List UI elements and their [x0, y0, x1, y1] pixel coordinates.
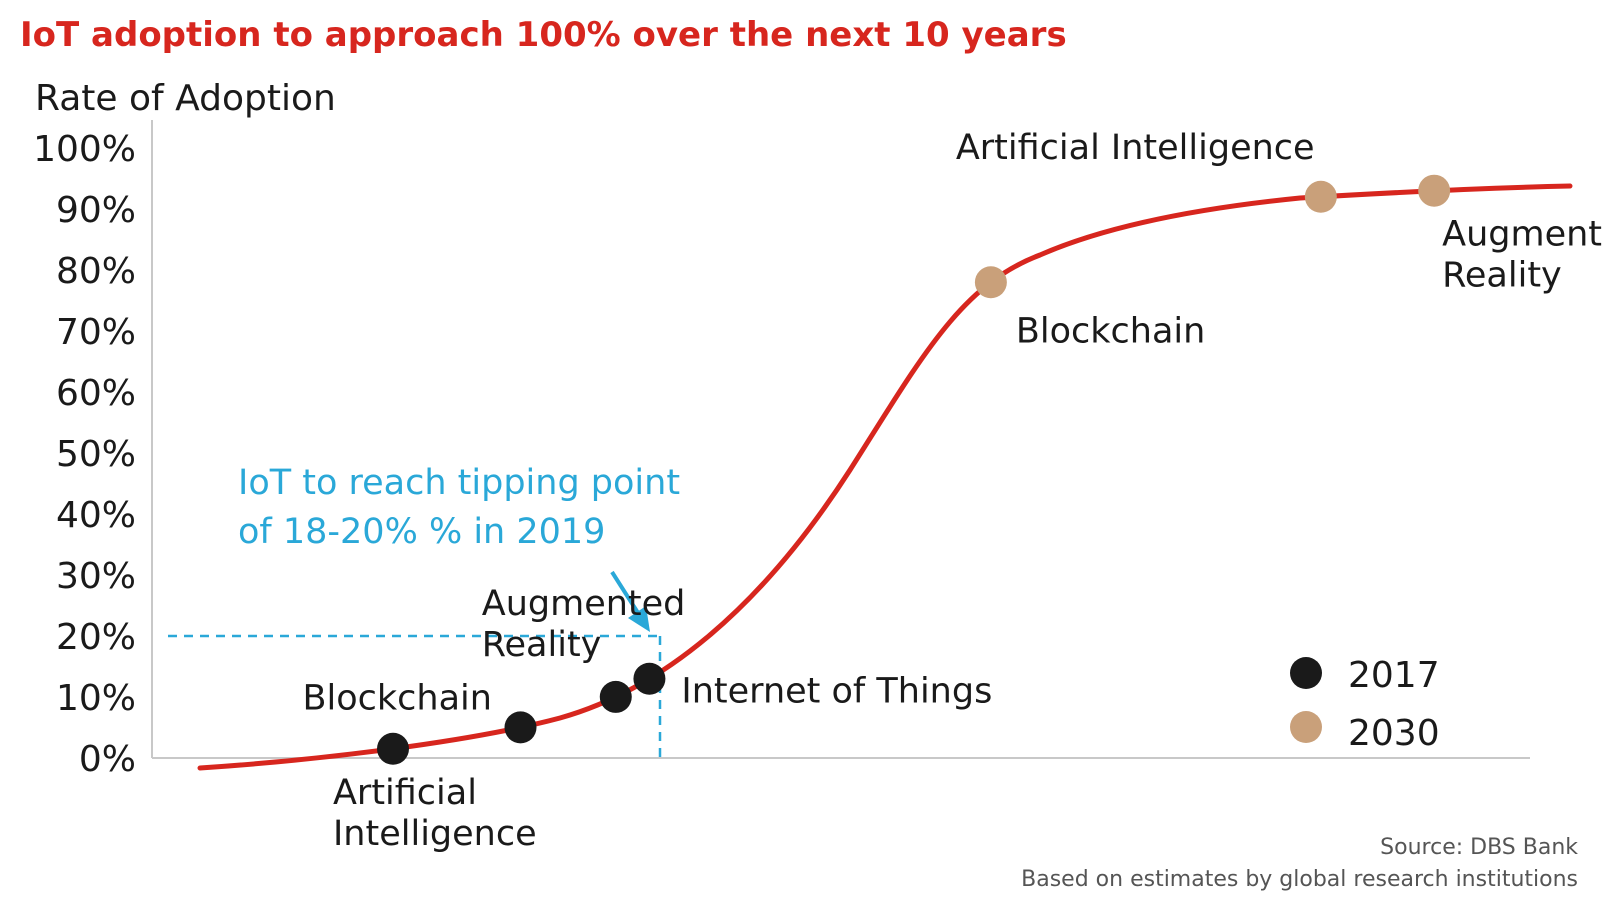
data-point-label: Internet of Things	[681, 672, 992, 712]
source-line: Source: DBS Bank	[1380, 835, 1578, 860]
legend: 2017 2030	[1290, 655, 1440, 754]
source-note: Based on estimates by global research in…	[1021, 867, 1578, 892]
data-point-label: Intelligence	[333, 814, 537, 854]
tipping-point-annotation-line: of 18-20% % in 2019	[238, 512, 605, 552]
data-point-label: Artificial	[333, 773, 477, 813]
y-tick-label: 0%	[79, 739, 136, 780]
data-point-2017	[599, 680, 632, 713]
legend-label-2030: 2030	[1348, 713, 1440, 754]
data-point-2017	[376, 732, 409, 765]
y-tick-label: 20%	[56, 617, 136, 658]
data-point-2030	[1304, 180, 1337, 213]
legend-label-2017: 2017	[1348, 655, 1440, 696]
data-point-2017	[633, 662, 666, 695]
y-tick-label: 10%	[56, 678, 136, 719]
y-tick-label: 70%	[56, 312, 136, 353]
data-points	[376, 174, 1451, 765]
tipping-point-annotation-line: IoT to reach tipping point	[238, 463, 680, 503]
y-tick-label: 90%	[56, 190, 136, 231]
data-point-2030	[974, 266, 1007, 299]
y-tick-labels: 0% 10% 20% 30% 40% 50% 60% 70% 80% 90% 100%	[33, 129, 136, 780]
y-tick-label: 40%	[56, 495, 136, 536]
y-tick-label: 50%	[56, 434, 136, 475]
data-point-2030	[1418, 174, 1451, 207]
data-point-label: Reality	[482, 625, 602, 665]
tipping-point-arrow-head	[628, 606, 650, 632]
data-point-2017	[504, 711, 537, 744]
data-point-label: Blockchain	[1016, 311, 1205, 351]
y-tick-label: 30%	[56, 556, 136, 597]
chart-title: IoT adoption to approach 100% over the n…	[20, 15, 1067, 55]
data-point-label: Augmented	[482, 584, 686, 624]
tipping-point-arrow-shaft	[610, 570, 642, 618]
y-tick-label: 80%	[56, 251, 136, 292]
y-axis-title: Rate of Adoption	[35, 78, 336, 119]
y-tick-label: 100%	[33, 129, 136, 170]
legend-marker-2017	[1290, 657, 1322, 689]
legend-marker-2030	[1290, 711, 1322, 743]
data-point-label: Reality	[1442, 256, 1562, 296]
data-point-label: Augmented	[1442, 215, 1603, 255]
data-point-label: Blockchain	[303, 678, 492, 718]
data-point-label: Artificial Intelligence	[956, 128, 1315, 168]
y-tick-label: 60%	[56, 373, 136, 414]
